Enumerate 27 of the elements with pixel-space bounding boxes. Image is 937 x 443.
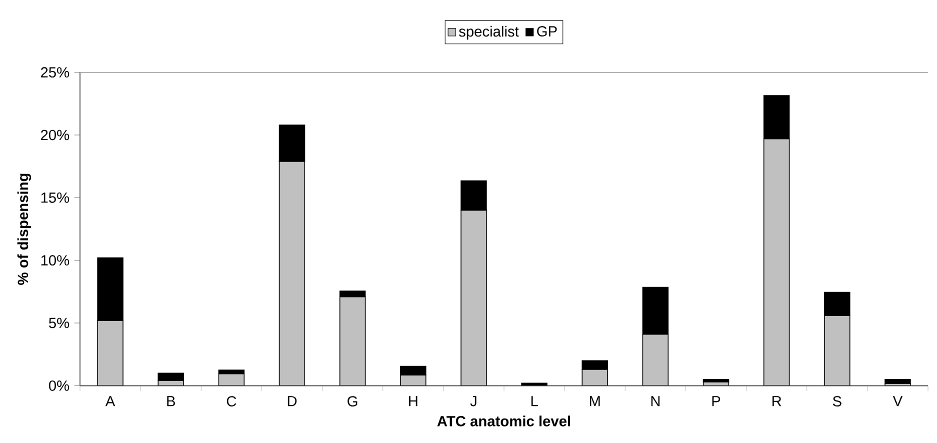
x-tick-label: B [167, 396, 175, 406]
y-tick-label: 0% [48, 380, 70, 391]
bar [884, 379, 911, 384]
x-tick-label: L [531, 396, 538, 406]
x-tick-label: H [409, 396, 418, 406]
x-tick-label: J [470, 396, 476, 406]
legend-label: specialist [459, 26, 519, 40]
y-tick-label: 5% [48, 318, 70, 328]
y-tick-label: 25% [40, 67, 70, 78]
x-tick-label: A [105, 396, 116, 406]
x-tick-label: S [832, 396, 842, 406]
bar [158, 372, 184, 382]
x-tick-label: N [651, 396, 660, 406]
x-tick-label: R [772, 396, 782, 406]
x-tick-label: D [288, 396, 297, 406]
bar [702, 379, 730, 382]
y-axis-title: % of dispensing [17, 174, 32, 285]
x-tick-label: V [892, 396, 903, 406]
x-tick-label: G [348, 396, 358, 406]
x-tick-label: M [590, 396, 600, 406]
y-tick-label: 15% [41, 192, 70, 203]
y-tick-label: 20% [40, 130, 70, 140]
legend-label: GP [537, 26, 557, 36]
y-tick-label: 10% [41, 255, 70, 266]
x-tick-label: P [712, 396, 720, 406]
x-axis-title: ATC anatomic level [437, 416, 570, 426]
x-tick-label: C [226, 396, 236, 406]
